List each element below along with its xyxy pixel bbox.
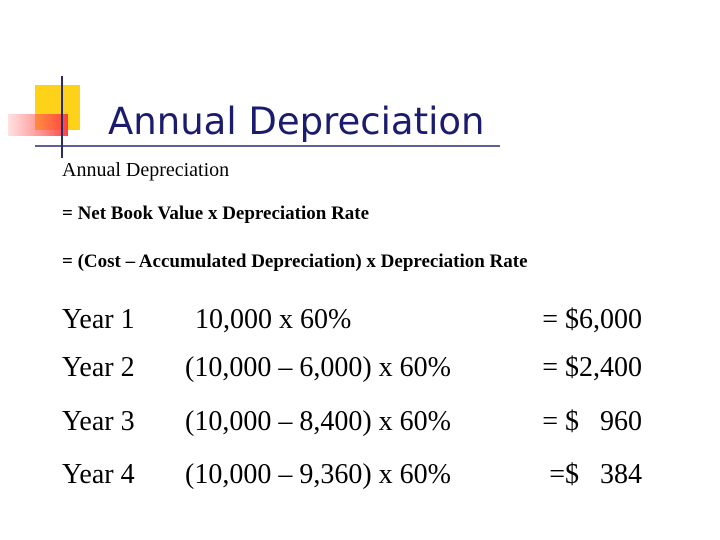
result: = $ 960 [542, 406, 642, 437]
slide-title: Annual Depreciation [108, 100, 485, 143]
body-line: Annual Depreciation [62, 159, 230, 181]
red-bar [8, 114, 68, 136]
year: Year 3 [62, 406, 135, 437]
year: Year 4 [62, 459, 135, 490]
formula: 10,000 x 60% [195, 304, 352, 335]
body-line: = Net Book Value x Depreciation Rate [62, 203, 370, 224]
body-line: = (Cost – Accumulated Depreciation) x De… [62, 251, 528, 272]
formula: (10,000 – 8,400) x 60% [185, 406, 451, 437]
result: = $2,400 [542, 352, 642, 383]
year: Year 1 [62, 304, 135, 335]
formula: (10,000 – 9,360) x 60% [185, 459, 451, 490]
result: =$ 384 [549, 459, 642, 490]
result: = $6,000 [542, 304, 642, 335]
formula: (10,000 – 6,000) x 60% [185, 352, 451, 383]
year: Year 2 [62, 352, 135, 383]
